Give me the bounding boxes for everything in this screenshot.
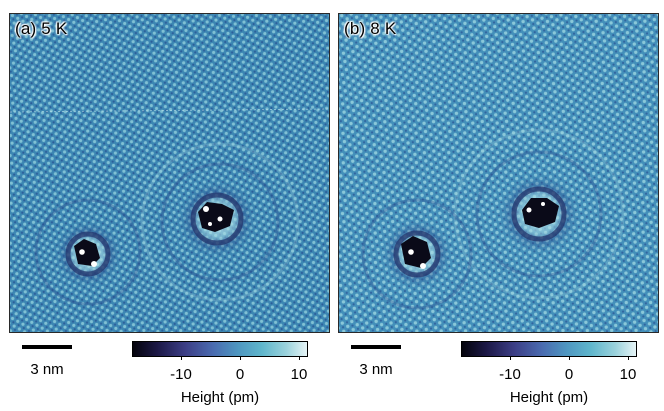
- colorbar-b-tick: [628, 356, 629, 360]
- colorbar-b-tick-label: -10: [499, 366, 521, 383]
- scale-bar-b-label: 3 nm: [359, 361, 393, 378]
- colorbar-b-tick-label: 0: [564, 366, 574, 383]
- panel-a-label: (a) 5 K: [15, 19, 68, 38]
- colorbar-a-tick-label: -10: [170, 366, 192, 383]
- colorbar-a-tick: [299, 356, 300, 360]
- colorbar-b-title: Height (pm): [509, 389, 589, 406]
- colorbar-a-tick-label: 0: [235, 366, 245, 383]
- scale-bar-a: [22, 345, 72, 349]
- colorbar-b-tick: [569, 356, 570, 360]
- scale-bar-a-label: 3 nm: [30, 361, 64, 378]
- panel-b-label: (b) 8 K: [344, 19, 397, 38]
- stm-topography-b: [339, 14, 658, 332]
- colorbar-b: [461, 341, 637, 357]
- colorbar-a-tick-label: 10: [290, 366, 308, 383]
- colorbar-a-title: Height (pm): [180, 389, 260, 406]
- stm-topography-a: [10, 14, 329, 332]
- colorbar-b-tick: [510, 356, 511, 360]
- colorbar-a: [132, 341, 308, 357]
- colorbar-a-tick: [181, 356, 182, 360]
- stm-image-5k: (a) 5 K: [9, 13, 330, 333]
- colorbar-a-tick: [240, 356, 241, 360]
- scale-bar-b: [351, 345, 401, 349]
- stm-image-8k: (b) 8 K: [338, 13, 659, 333]
- colorbar-b-tick-label: 10: [619, 366, 637, 383]
